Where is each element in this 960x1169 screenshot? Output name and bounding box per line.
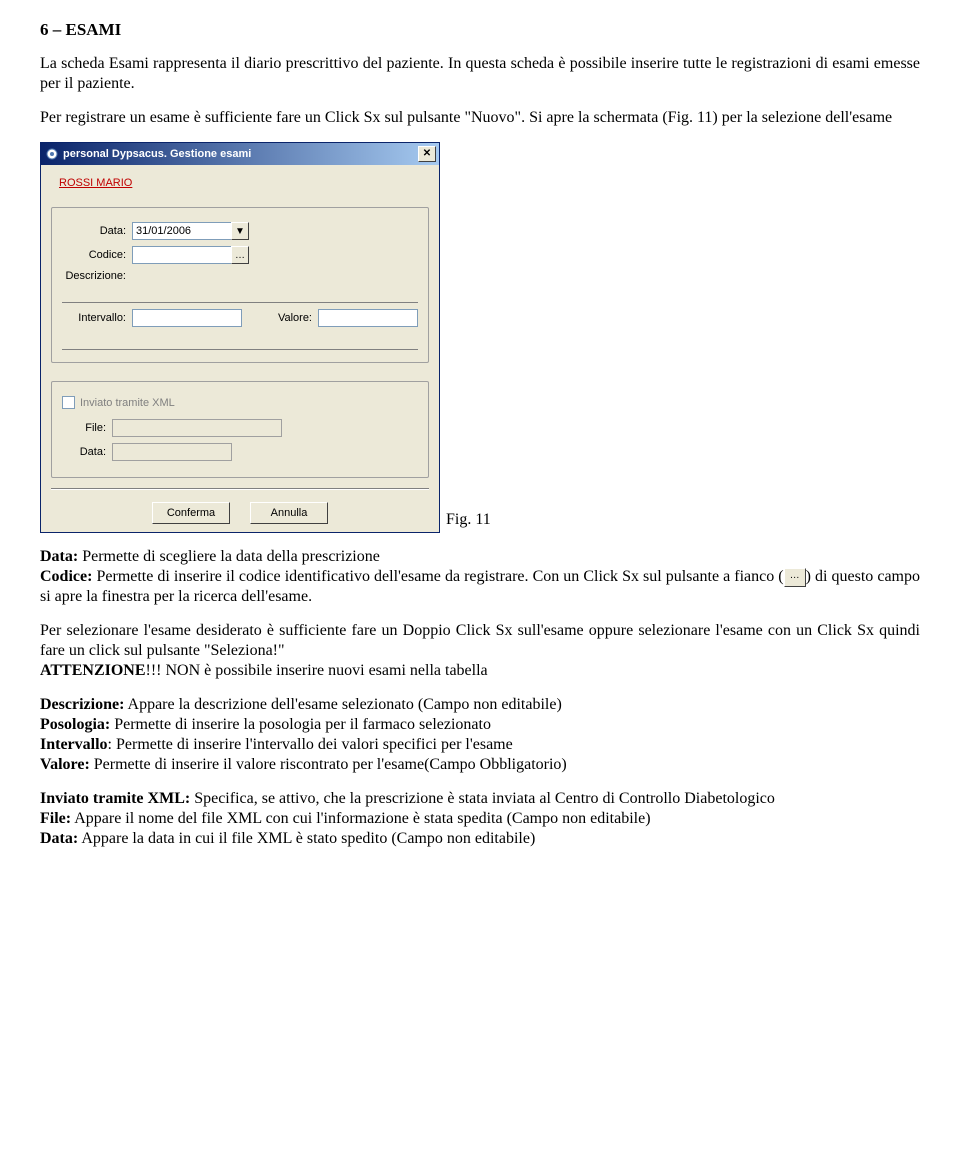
label-data: Data:	[62, 225, 132, 237]
section-title: 6 – ESAMI	[40, 20, 920, 40]
close-icon: ✕	[423, 149, 431, 159]
app-icon	[45, 147, 59, 161]
inline-dots-icon: …	[784, 568, 806, 587]
valore-text: Permette di inserire il valore riscontra…	[90, 756, 567, 773]
label-file: File:	[62, 422, 112, 434]
descrizione-text: Appare la descrizione dell'esame selezio…	[124, 696, 561, 713]
data-dropdown-button[interactable]: ▼	[231, 222, 249, 240]
xml-text: Specifica, se attivo, che la prescrizion…	[190, 790, 775, 807]
fields-group: Data: ▼ Codice: … Descrizi	[51, 207, 429, 363]
descrizione-lead: Descrizione:	[40, 696, 124, 713]
patient-name: ROSSI MARIO	[51, 175, 429, 189]
data-text: Permette di scegliere la data della pres…	[78, 548, 380, 565]
close-button[interactable]: ✕	[418, 146, 436, 162]
codice-text-a: Permette di inserire il codice identific…	[92, 568, 783, 585]
data-explain: Data: Permette di scegliere la data dell…	[40, 547, 920, 607]
xml-explain: Inviato tramite XML: Specifica, se attiv…	[40, 789, 920, 849]
intervallo-input[interactable]	[132, 309, 242, 327]
codice-lookup-button[interactable]: …	[231, 246, 249, 264]
codice-lead: Codice:	[40, 568, 92, 585]
titlebar: personal Dypsacus. Gestione esami ✕	[41, 143, 439, 165]
intro-paragraph-1: La scheda Esami rappresenta il diario pr…	[40, 54, 920, 94]
label-descrizione: Descrizione:	[62, 270, 132, 282]
annulla-button[interactable]: Annulla	[250, 502, 328, 524]
attenzione-lead: ATTENZIONE	[40, 662, 146, 679]
figure-caption: Fig. 11	[446, 511, 491, 533]
xml-lead: Inviato tramite XML:	[40, 790, 190, 807]
label-intervallo: Intervallo:	[62, 312, 132, 324]
attenzione-text: !!! NON è possibile inserire nuovi esami…	[146, 662, 488, 679]
data-input[interactable]	[132, 222, 232, 240]
codice-input[interactable]	[132, 246, 232, 264]
p-sel: Per selezionare l'esame desiderato è suf…	[40, 622, 920, 659]
label-codice: Codice:	[62, 249, 132, 261]
file-input	[112, 419, 282, 437]
xml-group: Inviato tramite XML File: Data:	[51, 381, 429, 478]
dialog-window: personal Dypsacus. Gestione esami ✕ ROSS…	[40, 142, 440, 533]
label-data2: Data:	[62, 446, 112, 458]
valore-lead: Valore:	[40, 756, 90, 773]
file-lead: File:	[40, 810, 71, 827]
data2-input	[112, 443, 232, 461]
chevron-down-icon: ▼	[235, 226, 245, 237]
intervallo-lead: Intervallo	[40, 736, 108, 753]
selection-paragraph: Per selezionare l'esame desiderato è suf…	[40, 621, 920, 681]
label-valore: Valore:	[242, 312, 318, 324]
button-separator	[51, 488, 429, 490]
window-title: personal Dypsacus. Gestione esami	[63, 148, 251, 160]
posologia-text: Permette di inserire la posologia per il…	[110, 716, 491, 733]
data2-lead: Data:	[40, 830, 78, 847]
data-lead: Data:	[40, 548, 78, 565]
descrizione-line	[62, 288, 418, 303]
conferma-button[interactable]: Conferma	[152, 502, 230, 524]
data2-text: Appare la data in cui il file XML è stat…	[78, 830, 535, 847]
inviato-xml-checkbox[interactable]	[62, 396, 75, 409]
valore-input[interactable]	[318, 309, 418, 327]
fields-explain: Descrizione: Appare la descrizione dell'…	[40, 695, 920, 775]
posologia-lead: Posologia:	[40, 716, 110, 733]
intervallo-text: : Permette di inserire l'intervallo dei …	[108, 736, 513, 753]
label-inviato-xml: Inviato tramite XML	[80, 397, 175, 409]
ellipsis-icon: …	[235, 250, 245, 261]
file-text: Appare il nome del file XML con cui l'in…	[71, 810, 650, 827]
separator-line	[62, 335, 418, 350]
intro-paragraph-2: Per registrare un esame è sufficiente fa…	[40, 108, 920, 128]
